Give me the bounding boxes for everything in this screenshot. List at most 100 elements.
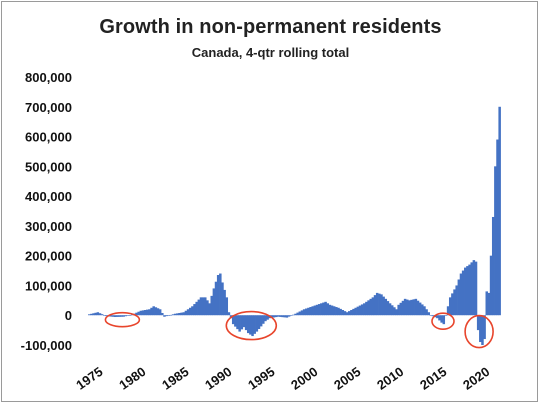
bar [397,304,400,316]
bar [253,315,256,334]
bar [150,307,153,316]
bar [416,300,420,316]
bar [440,315,443,323]
bar [167,315,170,316]
bar [339,308,342,316]
bar [113,315,117,318]
bar [345,312,349,316]
bar [378,293,381,316]
bar [388,303,392,316]
bar [88,314,91,316]
bar [360,304,364,316]
bar [302,309,306,316]
bar [466,266,469,316]
bar [210,295,213,316]
bar [317,304,321,316]
bar [365,301,368,316]
bar [100,314,104,316]
bar [188,307,192,316]
bar [146,309,149,316]
bar [335,307,338,316]
x-tick-label: 2020 [460,364,492,393]
bar [255,315,259,332]
bar [221,282,224,316]
bar [375,292,379,316]
bar [367,300,370,316]
bar [472,260,476,316]
bar [201,297,205,316]
bar [352,308,355,316]
bar [152,306,155,316]
bar [199,297,203,316]
bar [330,305,334,316]
bar [274,315,278,318]
bar [186,309,190,316]
bar [300,310,304,316]
bar [124,315,128,317]
bar [285,315,289,318]
bar [234,315,237,327]
bar [485,291,489,316]
bar [249,315,252,335]
bar [143,310,147,316]
bar [425,309,428,316]
bar [421,304,424,316]
bar [197,299,201,316]
bar [92,313,95,316]
bar [262,315,265,324]
bar [358,305,362,316]
bar [496,139,499,316]
bar [356,306,360,316]
y-tick-label: 600,000 [25,130,72,145]
bar [468,264,471,316]
bar [206,300,209,316]
bar [369,298,372,316]
y-tick-label: 300,000 [25,219,72,234]
bar [380,294,383,316]
bar [371,297,375,316]
bar [307,307,310,316]
bar [487,292,491,316]
bar [457,279,461,316]
bar [363,303,366,316]
bar [326,303,330,316]
y-tick-label: 700,000 [25,100,72,115]
bar [427,312,430,316]
x-tick-label: 1985 [159,364,191,393]
bar [403,298,407,316]
bar [184,310,188,316]
bar [455,285,458,316]
bar [126,315,130,316]
bar [216,275,220,316]
bar [328,304,332,316]
bar [109,315,112,317]
bar [446,306,450,316]
y-tick-label: 100,000 [25,278,72,293]
bar [386,301,390,316]
bar [244,315,248,331]
bar [169,314,173,316]
bar [322,302,325,316]
bar [459,273,463,316]
x-tick-label: 2015 [417,364,449,393]
bar [414,298,418,316]
bar [287,315,291,317]
bar [418,302,422,316]
bar [296,312,299,316]
bar [105,315,108,317]
bar [279,315,282,317]
bar [373,295,377,316]
bar [483,315,486,340]
bar [195,301,198,316]
bar [204,297,207,316]
bar [208,303,211,316]
bar [393,307,396,316]
highlight-ellipse [225,310,278,341]
bar [225,297,229,316]
bar [442,315,446,325]
y-tick-label: 0 [65,308,72,323]
bar [139,310,143,316]
bar [412,299,415,316]
bar [272,315,276,318]
highlight-ellipse [464,314,494,349]
